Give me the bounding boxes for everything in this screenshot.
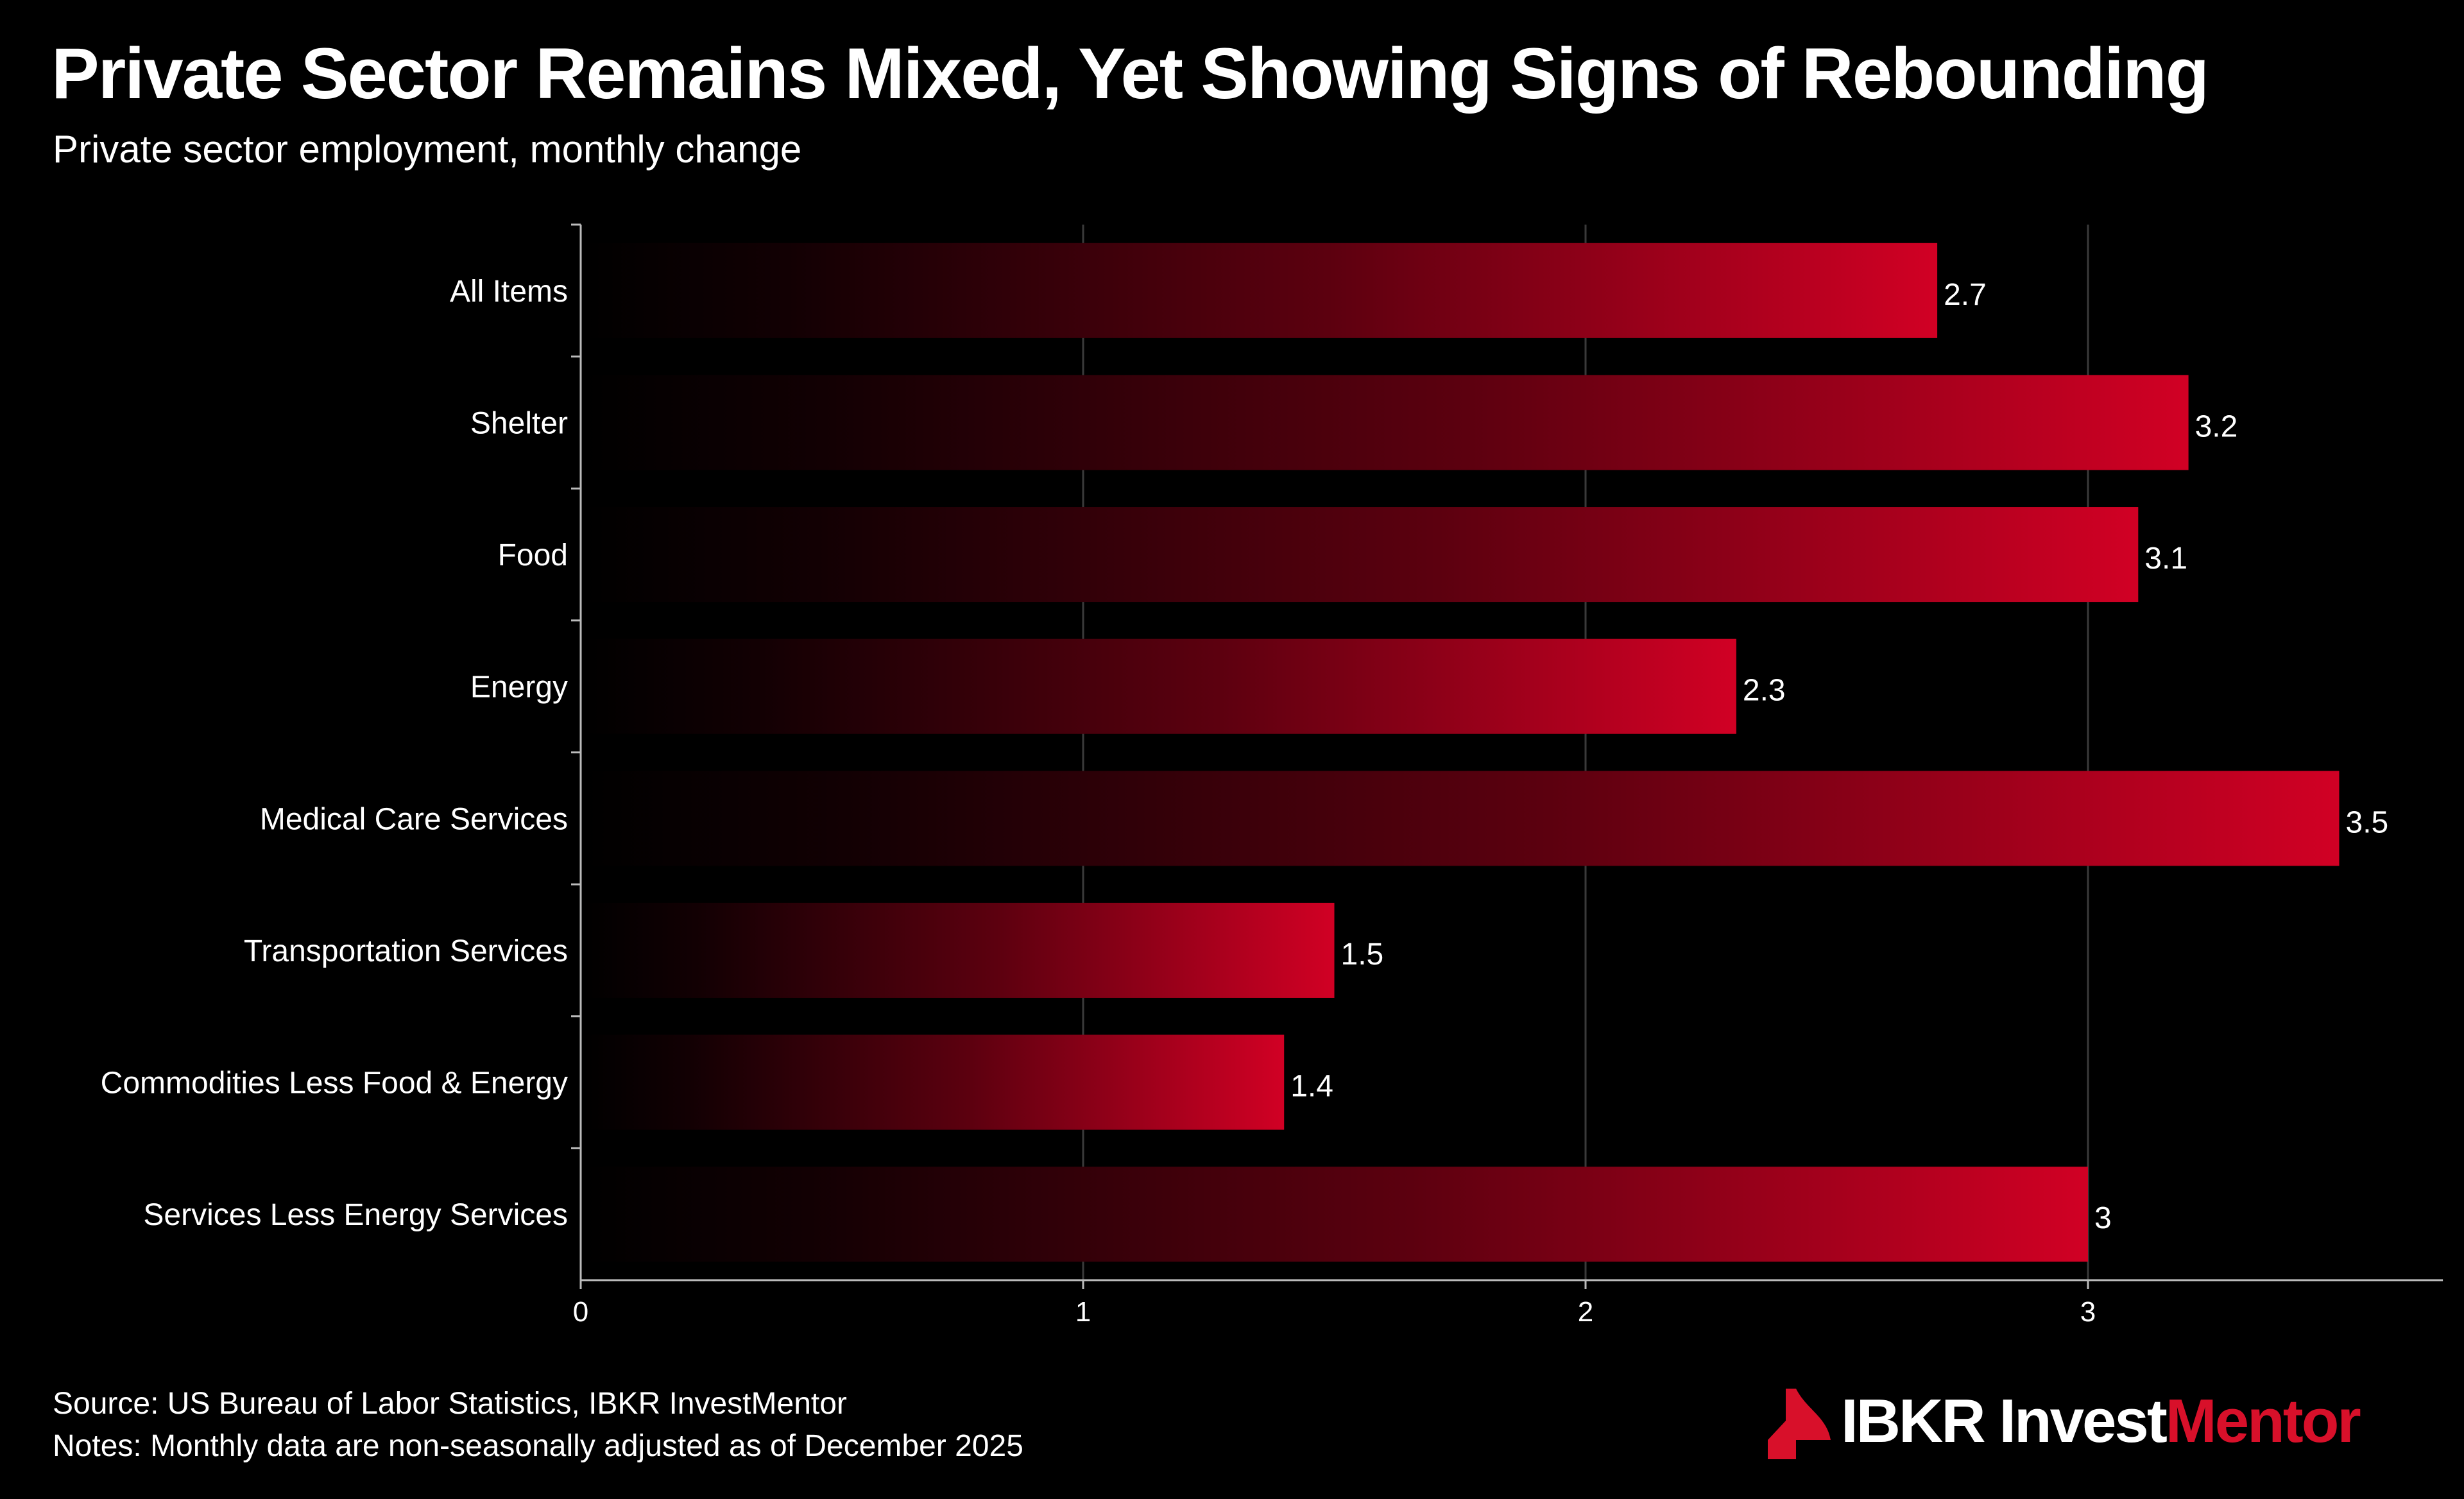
bar-chart: All Items 2.7 Shelter 3.2 Food 3.1 Energy 2.3 Me… (101, 223, 2443, 1328)
chart-subtitle: Private sector employment, monthly chang… (53, 128, 802, 171)
category-label-2: Food (498, 538, 568, 572)
category-label-5: Transportation Services (244, 934, 568, 968)
value-label-2: 3.1 (2144, 542, 2187, 576)
category-label-0: All Items (450, 275, 568, 309)
bar-2 (583, 507, 2139, 603)
x-tick-label-0: 0 (573, 1296, 588, 1328)
ibkr-flag-icon (1768, 1389, 1831, 1459)
bar-7 (583, 1167, 2088, 1262)
bar-layer (583, 243, 2340, 1262)
bar-4 (583, 771, 2340, 866)
category-label-3: Energy (470, 671, 568, 705)
value-label-5: 1.5 (1341, 938, 1384, 972)
value-label-4: 3.5 (2346, 805, 2389, 839)
value-label-7: 3 (2094, 1201, 2112, 1235)
bar-0 (583, 243, 1938, 338)
value-label-0: 2.7 (1944, 278, 1987, 312)
category-label-7: Services Less Energy Services (143, 1198, 568, 1232)
x-tick-label-3: 3 (2080, 1296, 2096, 1328)
chart-title: Private Sector Remains Mixed, Yet Showin… (51, 33, 2209, 114)
value-label-1: 3.2 (2195, 409, 2238, 443)
category-label-4: Medical Care Services (260, 802, 568, 836)
notes-text: Notes: Monthly data are non-seasonally a… (53, 1429, 1023, 1463)
brand-name-accent: Mentor (2165, 1387, 2361, 1455)
bar-6 (583, 1034, 1285, 1130)
brand-name: IBKR InvestMentor (1841, 1386, 2361, 1457)
axis-layer: All Items 2.7 Shelter 3.2 Food 3.1 Energy 2.3 Me… (101, 223, 2443, 1328)
bar-3 (583, 638, 1736, 734)
source-note: Source: US Bureau of Labor Statistics, I… (53, 1387, 847, 1421)
category-label-1: Shelter (470, 406, 568, 440)
bar-1 (583, 375, 2189, 470)
category-label-6: Commodities Less Food & Energy (101, 1066, 568, 1101)
brand-name-main: IBKR Invest (1841, 1387, 2168, 1455)
x-tick-label-1: 1 (1075, 1296, 1091, 1328)
value-label-6: 1.4 (1290, 1070, 1333, 1104)
bar-5 (583, 902, 1335, 998)
value-label-3: 2.3 (1743, 674, 1786, 708)
brand-logo: IBKR InvestMentor (1768, 1380, 2361, 1463)
x-tick-label-2: 2 (1578, 1296, 1593, 1328)
